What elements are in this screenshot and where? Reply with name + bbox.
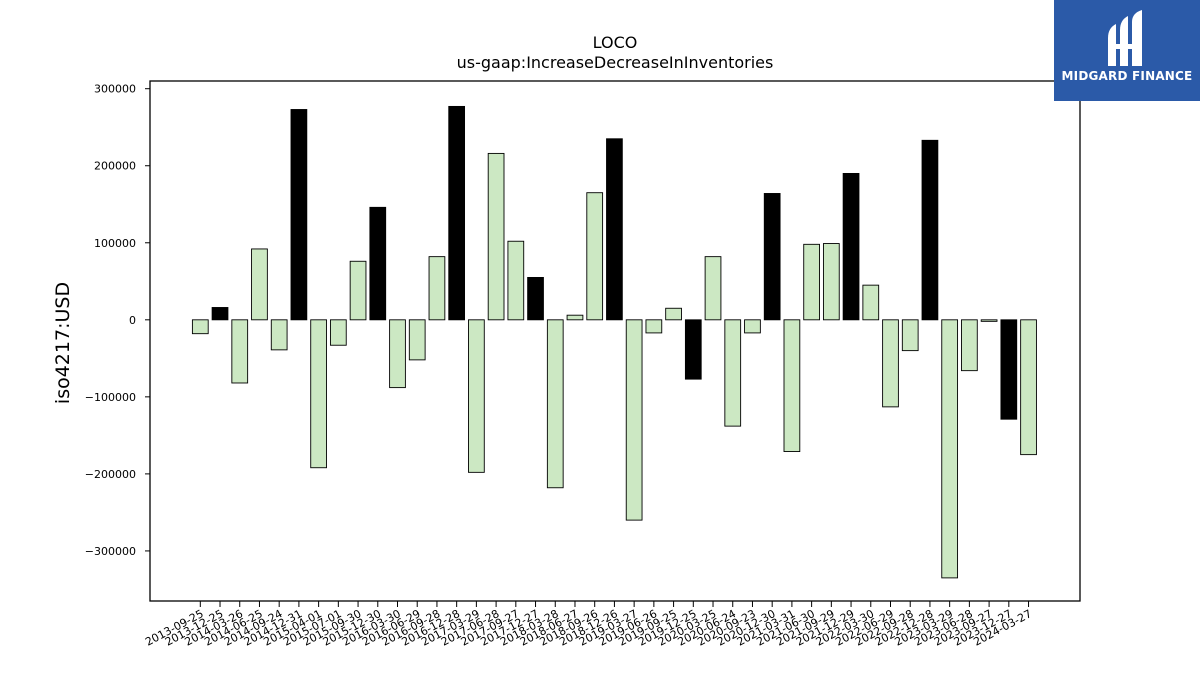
plot-area: −300000 −200000 −100000 0 100000 200000 300000… [85, 83, 1037, 649]
bar [468, 319, 485, 473]
bar [487, 152, 505, 321]
bar [349, 260, 367, 321]
bar [901, 319, 919, 352]
bar [251, 248, 268, 321]
y-tick-label: 0 [129, 314, 136, 327]
bar [862, 284, 880, 321]
bar [822, 243, 840, 321]
bar [408, 319, 426, 361]
bar [507, 240, 525, 321]
bar [389, 319, 406, 389]
bar [645, 319, 663, 334]
bar [783, 319, 801, 452]
plot-frame [149, 80, 1081, 602]
bar [329, 319, 347, 346]
bar [744, 319, 761, 334]
bar [270, 319, 288, 351]
bar [1020, 319, 1037, 456]
bar [803, 243, 820, 321]
bar [546, 319, 564, 489]
y-tick-label: 200000 [94, 160, 136, 173]
bar [941, 319, 959, 579]
bar [428, 256, 446, 321]
bar [665, 307, 682, 321]
bar [684, 319, 702, 380]
y-tick-label: 300000 [94, 83, 136, 96]
bar [704, 256, 722, 321]
bar [566, 314, 584, 321]
bar [961, 319, 978, 372]
bar [921, 139, 939, 321]
bar [310, 319, 327, 469]
bar [191, 319, 209, 335]
y-tick-label: 100000 [94, 237, 136, 250]
bar [448, 105, 466, 321]
bar [882, 319, 899, 408]
bar [980, 319, 998, 322]
bar [211, 307, 229, 321]
chart-title: LOCO [593, 33, 638, 52]
bar [231, 319, 249, 384]
bar [1000, 319, 1018, 420]
y-tick-label: −300000 [85, 545, 136, 558]
midgard-logo-icon [1108, 10, 1142, 66]
bar [290, 109, 308, 321]
bar [625, 319, 643, 521]
y-axis-label: iso4217:USD [52, 282, 74, 404]
y-tick-label: −200000 [85, 468, 136, 481]
bar [842, 172, 860, 321]
bar [586, 192, 604, 321]
brand-logo: MIDGARD FINANCE [1054, 0, 1200, 101]
bar [763, 193, 781, 321]
bar [369, 206, 387, 321]
bar [606, 138, 623, 321]
chart-subtitle: us-gaap:IncreaseDecreaseInInventories [457, 53, 774, 72]
bar [527, 276, 544, 321]
brand-name: MIDGARD FINANCE [1061, 69, 1193, 83]
y-tick-label: −100000 [85, 391, 136, 404]
bar [724, 319, 742, 427]
